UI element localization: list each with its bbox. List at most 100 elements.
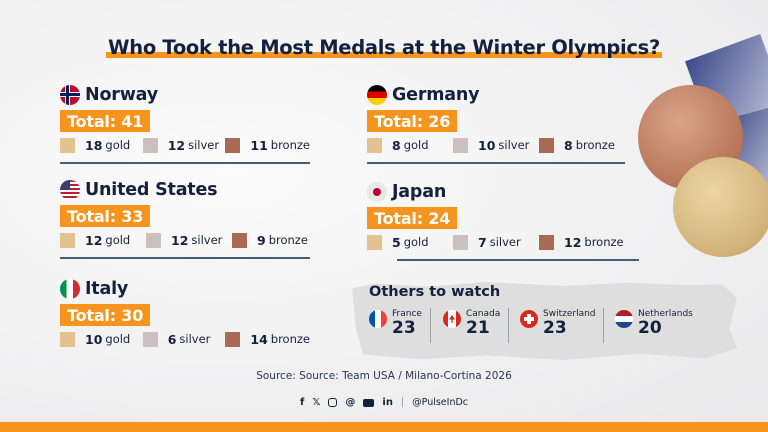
- gold-count: 12: [85, 232, 103, 248]
- gold-label: gold: [105, 332, 131, 346]
- bronze-swatch: [539, 234, 554, 250]
- gold-label: gold: [105, 233, 131, 247]
- canada-flag-icon: [443, 310, 461, 328]
- netherlands-flag-icon: [615, 310, 633, 328]
- silver-label: silver: [188, 138, 220, 152]
- gold-label: gold: [403, 138, 429, 152]
- x-icon[interactable]: 𝕏: [312, 397, 321, 408]
- divider: [367, 162, 625, 164]
- bronze-count: 8: [564, 137, 573, 153]
- silver-count: 6: [167, 331, 177, 347]
- gold-swatch: [367, 137, 382, 153]
- total-badge: Total: 30: [60, 304, 151, 326]
- divider: [60, 257, 310, 259]
- total-badge: Total: 33: [60, 205, 151, 227]
- silver-swatch: [142, 137, 158, 153]
- silver-count: 10: [478, 137, 496, 153]
- country-card-united-states: United States Total: 33 12 gold 12 silver …: [60, 179, 310, 259]
- gold-swatch: [60, 232, 75, 248]
- others-panel: [352, 282, 737, 360]
- bronze-label: bronze: [575, 138, 615, 152]
- total-badge: Total: 26: [367, 110, 458, 132]
- silver-swatch: [453, 234, 468, 250]
- gold-label: gold: [403, 235, 429, 249]
- bronze-count: 11: [250, 137, 268, 153]
- silver-label: silver: [489, 235, 521, 249]
- silver-count: 12: [171, 232, 189, 248]
- source-text: Source: Source: Team USA / Milano-Cortin…: [256, 370, 512, 382]
- separator: |: [400, 397, 405, 408]
- page-title: Who Took the Most Medals at the Winter O…: [106, 36, 662, 59]
- medal-count: 20: [638, 318, 662, 338]
- country-name: Italy: [85, 279, 129, 299]
- gold-swatch: [60, 137, 75, 153]
- silver-count: 7: [478, 234, 487, 250]
- bronze-swatch: [232, 232, 247, 248]
- country-name: Netherlands: [638, 309, 693, 319]
- france-flag-icon: [369, 310, 387, 328]
- bottom-accent-bar: [0, 422, 768, 432]
- divider: [430, 308, 431, 343]
- silver-swatch: [146, 232, 161, 248]
- other-country-switzerland: Switzerland 23: [520, 309, 596, 337]
- country-card-japan: Japan Total: 24 5 gold 7 silver 12 bronze: [367, 181, 639, 261]
- threads-icon[interactable]: @: [345, 397, 356, 408]
- gold-swatch: [367, 234, 382, 250]
- country-name: Norway: [85, 85, 158, 105]
- gold-count: 8: [392, 137, 401, 153]
- silver-swatch: [453, 137, 468, 153]
- germany-flag-icon: [367, 85, 387, 105]
- total-badge: Total: 41: [60, 110, 151, 132]
- divider: [60, 162, 310, 164]
- gold-count: 18: [85, 137, 103, 153]
- gold-count: 5: [392, 234, 401, 250]
- instagram-icon[interactable]: [328, 398, 338, 407]
- silver-label: silver: [191, 233, 223, 247]
- medal-count: 23: [392, 318, 416, 338]
- silver-label: silver: [179, 332, 211, 346]
- others-title: Others to watch: [369, 284, 501, 300]
- gold-label: gold: [105, 138, 131, 152]
- facebook-icon[interactable]: f: [299, 397, 305, 408]
- linkedin-icon[interactable]: in: [382, 397, 393, 408]
- other-country-netherlands: Netherlands 20: [615, 309, 693, 337]
- divider: [508, 308, 509, 343]
- medal-count: 21: [466, 318, 490, 338]
- country-name: United States: [85, 180, 218, 200]
- country-name: France: [392, 309, 422, 319]
- other-country-france: France 23: [369, 309, 422, 337]
- bronze-label: bronze: [270, 332, 310, 346]
- italy-flag-icon: [60, 279, 80, 299]
- medal-count: 23: [543, 318, 567, 338]
- gold-swatch: [60, 331, 75, 347]
- olympic-medals-image: [628, 34, 768, 275]
- bronze-label: bronze: [268, 233, 308, 247]
- country-name: Canada: [466, 309, 501, 319]
- japan-flag-icon: [367, 182, 387, 202]
- gold-count: 10: [85, 331, 103, 347]
- switzerland-flag-icon: [520, 310, 538, 328]
- header: Who Took the Most Medals at the Winter O…: [0, 36, 768, 59]
- country-name: Japan: [392, 182, 447, 202]
- bronze-count: 12: [564, 234, 582, 250]
- bronze-swatch: [539, 137, 554, 153]
- bronze-count: 9: [257, 232, 266, 248]
- bronze-swatch: [225, 331, 241, 347]
- usa-flag-icon: [60, 180, 80, 200]
- divider: [603, 308, 604, 343]
- country-card-norway: Norway Total: 41 18 gold 12 silver 11 bronz…: [60, 84, 310, 164]
- country-name: Switzerland: [543, 309, 596, 319]
- country-card-germany: Germany Total: 26 8 gold 10 silver 8 bronze: [367, 84, 625, 164]
- youtube-icon[interactable]: [363, 398, 375, 407]
- bronze-count: 14: [250, 331, 268, 347]
- total-badge: Total: 24: [367, 207, 458, 229]
- divider: [397, 259, 639, 261]
- other-country-canada: Canada 21: [443, 309, 500, 337]
- bronze-label: bronze: [584, 235, 624, 249]
- bronze-swatch: [225, 137, 241, 153]
- social-bar: f 𝕏 @ in | @PulseInDc: [0, 397, 768, 408]
- silver-count: 12: [167, 137, 186, 153]
- social-handle[interactable]: @PulseInDc: [412, 397, 469, 408]
- country-name: Germany: [392, 85, 480, 105]
- norway-flag-icon: [60, 85, 80, 105]
